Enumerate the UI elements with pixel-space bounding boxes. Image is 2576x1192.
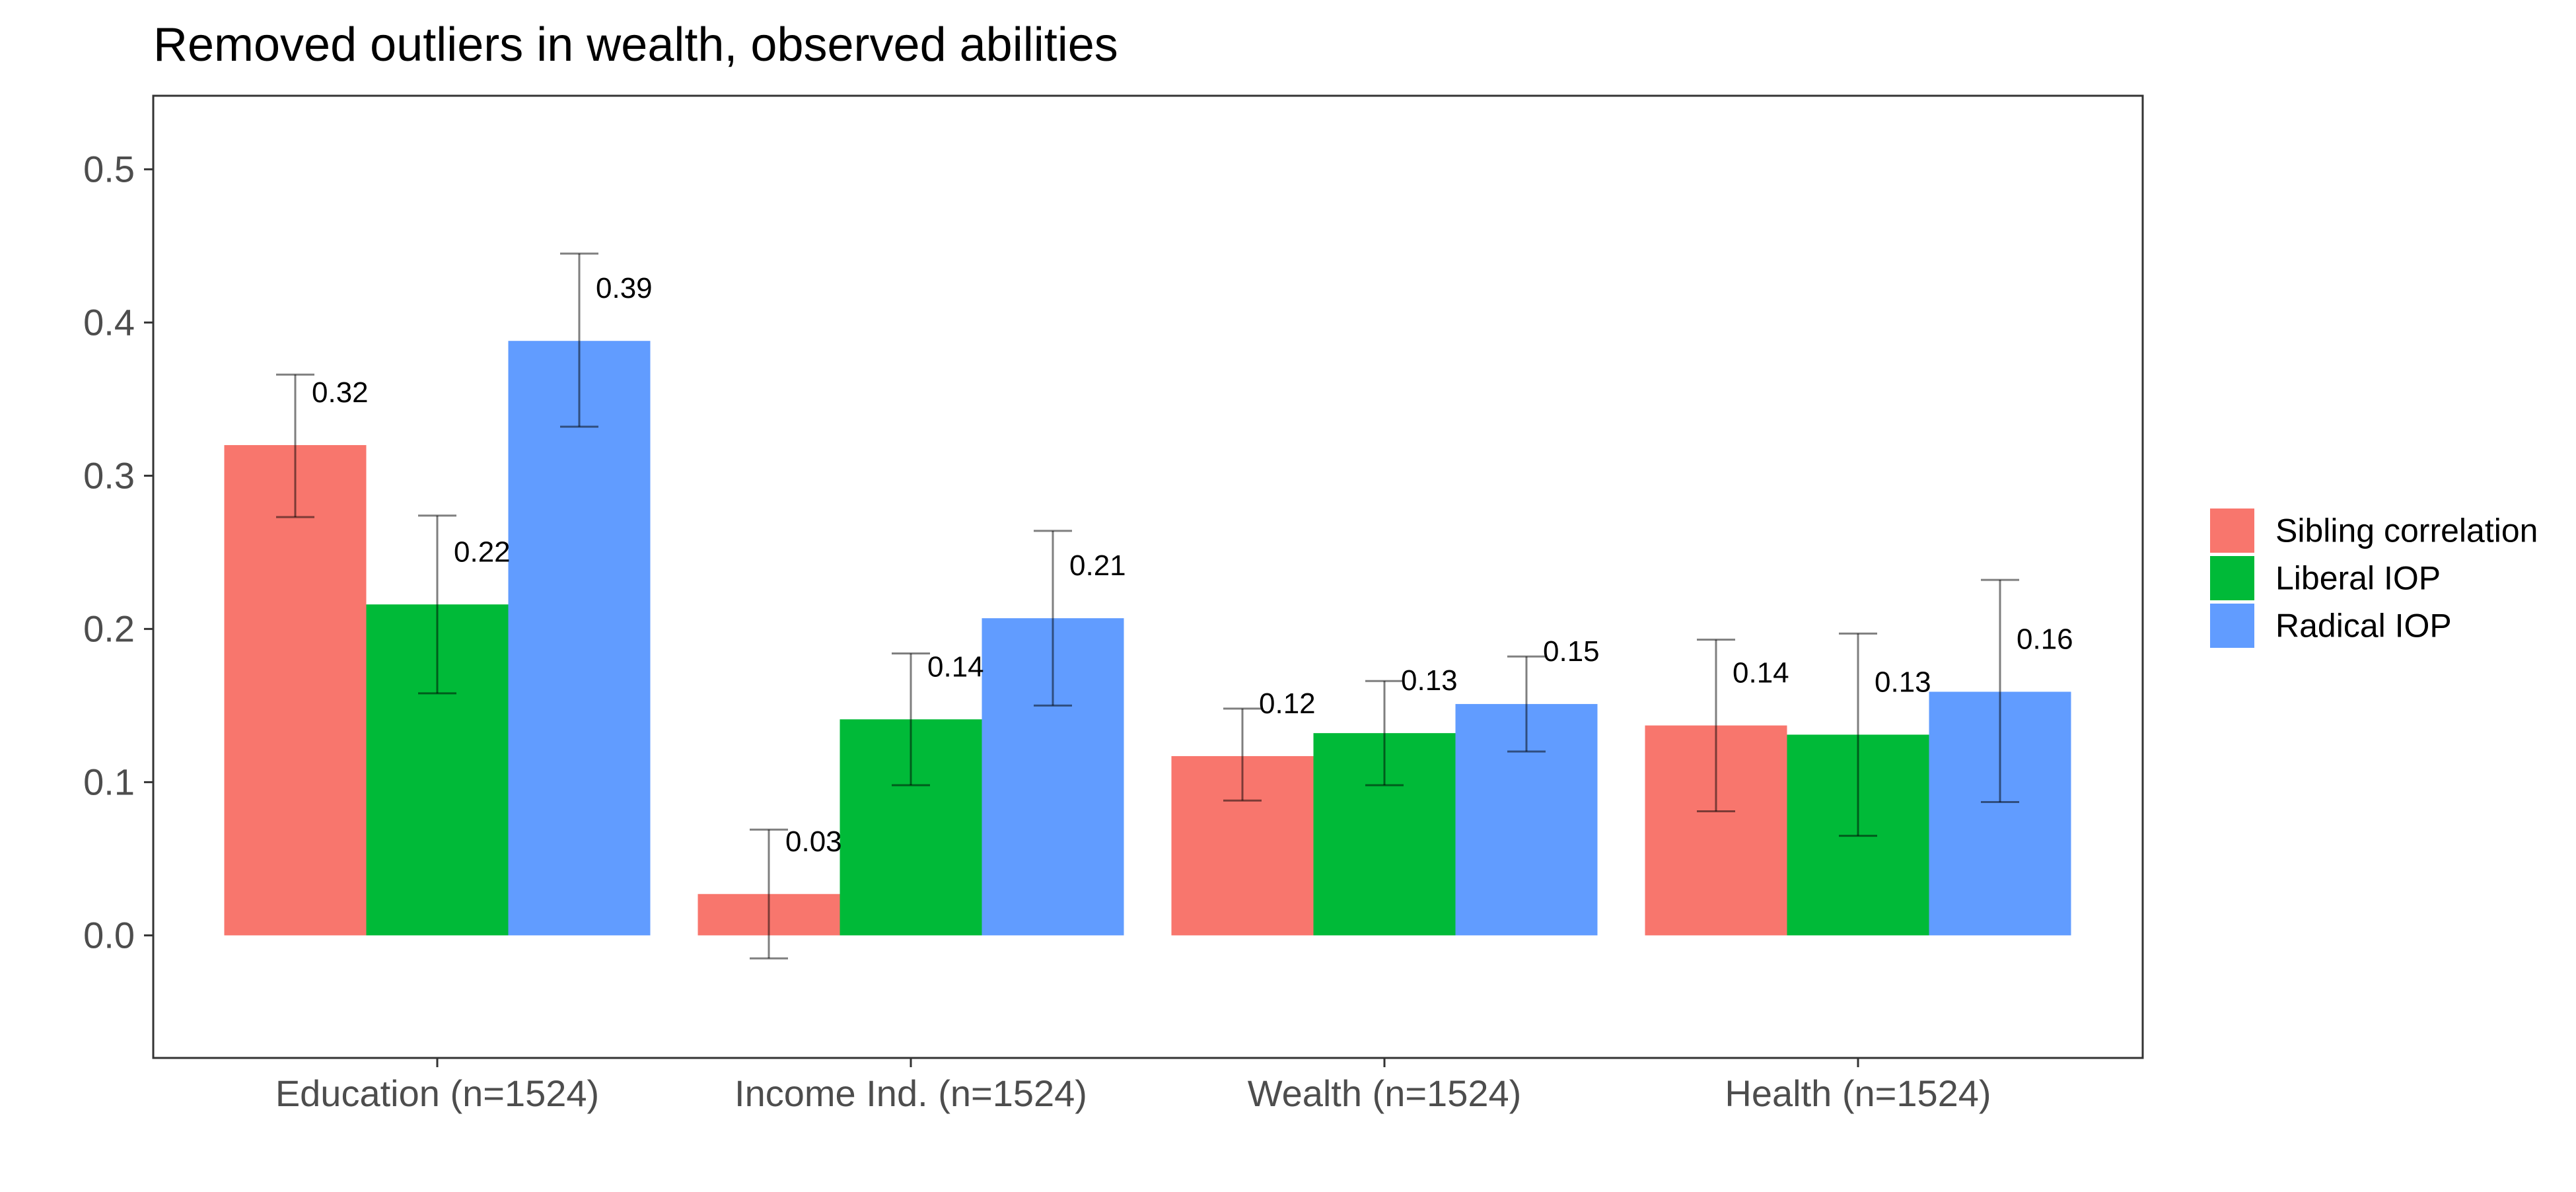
- data-label: 0.13: [1875, 666, 1931, 699]
- x-tick-label: Education (n=1524): [275, 1072, 599, 1114]
- y-axis: 0.0 0.1 0.2 0.3 0.4 0.5: [83, 148, 153, 956]
- legend-label: Liberal IOP: [2275, 560, 2441, 597]
- legend-key: [2210, 508, 2254, 553]
- data-label: 0.15: [1543, 635, 1600, 668]
- data-label: 0.39: [596, 272, 653, 304]
- bars-layer: [224, 341, 2071, 936]
- data-label: 0.21: [1069, 549, 1126, 582]
- data-labels-layer: 0.32 0.22 0.39 0.03 0.14 0.21 0.12 0.13 0.15 0.14…: [312, 272, 2073, 858]
- y-tick-label: 0.3: [83, 454, 135, 496]
- legend: Sibling correlation Liberal IOP Radical IO…: [2210, 508, 2538, 648]
- errorbars-layer: [276, 252, 2019, 960]
- data-label: 0.14: [1733, 657, 1789, 689]
- x-tick-label: Health (n=1524): [1725, 1072, 1991, 1114]
- x-tick-label: Income Ind. (n=1524): [734, 1072, 1087, 1114]
- x-tick-label: Wealth (n=1524): [1248, 1072, 1522, 1114]
- data-label: 0.12: [1259, 687, 1316, 720]
- legend-label: Sibling correlation: [2275, 512, 2538, 549]
- data-label: 0.16: [2017, 623, 2073, 656]
- y-tick-label: 0.5: [83, 148, 135, 190]
- data-label: 0.14: [927, 650, 984, 683]
- data-label: 0.03: [785, 825, 842, 858]
- y-tick-label: 0.4: [83, 301, 135, 343]
- legend-key: [2210, 556, 2254, 600]
- data-label: 0.22: [454, 536, 511, 568]
- legend-label: Radical IOP: [2275, 608, 2452, 645]
- x-axis: Education (n=1524) Income Ind. (n=1524) We…: [275, 1058, 1991, 1114]
- bar: [224, 444, 367, 936]
- y-tick-label: 0.1: [83, 761, 135, 802]
- y-tick-label: 0.0: [83, 914, 135, 956]
- bar: [508, 341, 651, 936]
- y-tick-label: 0.2: [83, 608, 135, 649]
- legend-key: [2210, 604, 2254, 648]
- data-label: 0.13: [1401, 664, 1458, 697]
- data-label: 0.32: [312, 376, 369, 409]
- chart-title: Removed outliers in wealth, observed abi…: [153, 18, 1118, 71]
